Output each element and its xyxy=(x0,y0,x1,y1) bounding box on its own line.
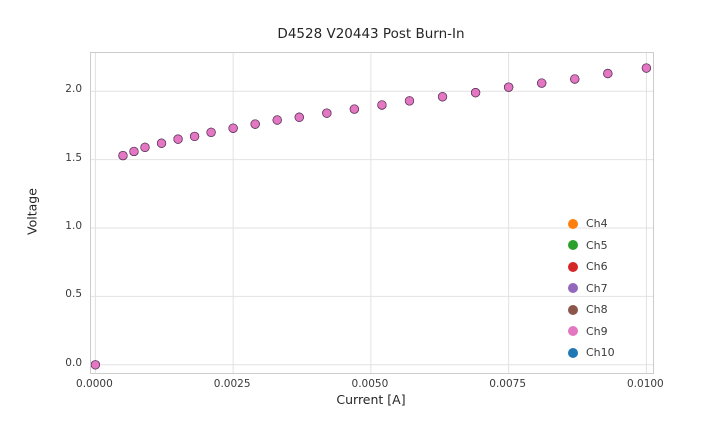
data-point-Ch9 xyxy=(173,134,183,144)
x-tick-label: 0.0025 xyxy=(213,378,251,390)
legend-marker-icon xyxy=(568,240,578,250)
data-point-Ch9 xyxy=(504,82,514,92)
data-point-Ch9 xyxy=(228,123,238,133)
data-point-Ch9 xyxy=(129,146,139,157)
x-tick-label: 0.0100 xyxy=(627,378,664,390)
legend-label: Ch5 xyxy=(586,238,608,252)
data-point-Ch9 xyxy=(404,96,415,106)
legend-marker-icon xyxy=(568,218,578,229)
data-point-Ch9 xyxy=(156,138,167,148)
legend-marker-icon xyxy=(568,304,578,315)
legend-label: Ch8 xyxy=(586,303,608,316)
legend-label: Ch4 xyxy=(586,217,608,230)
legend-marker-icon xyxy=(568,326,578,336)
data-point-Ch9 xyxy=(250,119,260,129)
y-tick-label: 1.0 xyxy=(65,220,82,233)
y-tick-label: 0.5 xyxy=(65,288,82,301)
legend-label: Ch10 xyxy=(586,346,615,359)
legend-marker-icon xyxy=(568,347,578,358)
data-point-Ch9 xyxy=(272,115,282,125)
plot-area xyxy=(90,52,654,374)
data-point-Ch9 xyxy=(91,360,101,370)
x-tick-label: 0.0050 xyxy=(351,378,389,390)
legend-item-Ch4: Ch4 xyxy=(568,217,615,230)
legend-marker-icon xyxy=(568,261,578,272)
x-tick-label: 0.0000 xyxy=(76,378,113,390)
data-point-Ch9 xyxy=(603,68,613,79)
legend-item-Ch10: Ch10 xyxy=(568,346,615,359)
legend-label: Ch6 xyxy=(586,260,608,273)
legend-item-Ch6: Ch6 xyxy=(568,260,615,273)
x-tick-label: 0.0075 xyxy=(489,378,527,390)
data-point-Ch9 xyxy=(206,127,216,137)
data-point-Ch9 xyxy=(140,142,150,152)
data-point-Ch9 xyxy=(189,131,200,142)
data-point-Ch9 xyxy=(641,63,651,73)
legend: Ch4 Ch5 Ch6 Ch7 Ch8 Ch9 Ch10 xyxy=(568,217,615,359)
legend-marker-icon xyxy=(568,283,578,293)
legend-label: Ch9 xyxy=(586,324,608,338)
data-point-Ch9 xyxy=(349,104,359,114)
legend-item-Ch5: Ch5 xyxy=(568,239,615,252)
x-axis-label: Current [A] xyxy=(336,392,406,407)
y-tick-label: 1.5 xyxy=(65,151,82,164)
data-point-Ch9 xyxy=(322,108,332,118)
data-point-Ch9 xyxy=(118,150,128,161)
data-point-Ch9 xyxy=(437,92,448,102)
legend-item-Ch9: Ch9 xyxy=(568,325,615,338)
legend-label: Ch7 xyxy=(586,281,608,295)
y-axis-label: Voltage xyxy=(24,188,40,235)
legend-item-Ch7: Ch7 xyxy=(568,282,615,295)
data-point-Ch9 xyxy=(294,112,304,122)
y-tick-label: 0.0 xyxy=(65,356,82,369)
chart-title: D4528 V20443 Post Burn-In xyxy=(277,26,465,42)
data-point-Ch9 xyxy=(537,78,547,88)
data-point-Ch9 xyxy=(470,88,481,98)
legend-item-Ch8: Ch8 xyxy=(568,303,615,316)
data-point-Ch9 xyxy=(377,100,387,110)
y-tick-label: 2.0 xyxy=(65,83,82,96)
data-point-Ch9 xyxy=(570,74,580,84)
